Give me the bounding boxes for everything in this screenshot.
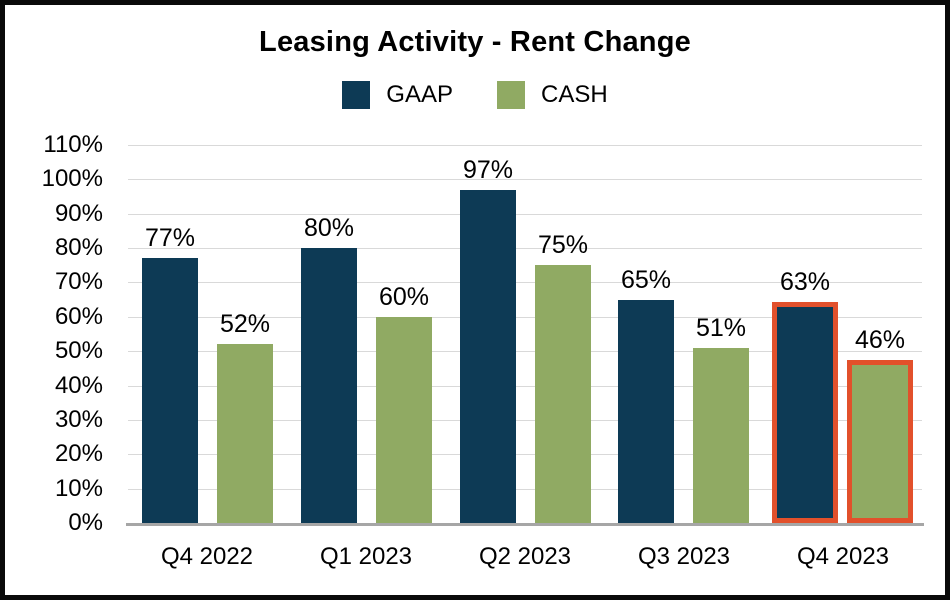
chart-title: Leasing Activity - Rent Change [259, 26, 691, 58]
legend-swatch-cash-icon [497, 81, 525, 109]
legend-label: GAAP [386, 81, 453, 108]
bar-value-label: 75% [537, 231, 589, 259]
bar-cash-q4-2022 [217, 344, 273, 523]
y-gridline [128, 248, 922, 249]
y-axis-tick-label: 40% [54, 372, 103, 399]
bar-value-label: 60% [378, 283, 430, 311]
bar-cash-q2-2023 [534, 265, 591, 523]
bar-value-label: 51% [695, 314, 747, 342]
chart-legend: GAAP CASH [5, 81, 945, 109]
legend-label: CASH [541, 81, 608, 108]
y-gridline [128, 489, 922, 490]
x-axis-category-label: Q3 2023 [637, 543, 731, 570]
bar-value-label: 97% [462, 156, 514, 184]
y-axis-tick-label: 100% [41, 165, 103, 192]
y-axis-tick-label: 50% [54, 337, 103, 364]
y-gridline [128, 454, 922, 455]
y-axis-tick-label: 60% [54, 303, 103, 330]
bar-gaap-q4-2022 [142, 258, 198, 523]
y-gridline [128, 282, 922, 283]
bar-gaap-q2-2023 [459, 189, 516, 523]
y-gridline [128, 351, 922, 352]
x-axis-category-label: Q4 2023 [796, 543, 890, 570]
y-axis-tick-label: 110% [43, 131, 103, 158]
bar-value-label: 77% [144, 224, 196, 252]
x-axis-category-label: Q1 2023 [319, 543, 413, 570]
y-gridline [128, 386, 922, 387]
y-axis-tick-label: 10% [54, 475, 103, 502]
y-gridline [128, 145, 922, 146]
bar-gaap-q4-2023 [772, 301, 839, 523]
y-axis-tick-label: 70% [54, 268, 103, 295]
x-axis-line [126, 523, 924, 526]
y-axis-tick-label: 30% [54, 406, 103, 433]
bar-gaap-q1-2023 [300, 248, 357, 523]
y-gridline [128, 214, 922, 215]
bar-cash-q4-2023 [847, 359, 914, 523]
legend-item-gaap: GAAP [342, 81, 453, 109]
y-axis-tick-label: 90% [54, 200, 103, 227]
y-axis-tick-label: 0% [68, 509, 103, 536]
y-gridline [128, 420, 922, 421]
y-axis-tick-label: 20% [54, 440, 103, 467]
y-gridline [128, 179, 922, 180]
bar-value-label: 80% [303, 214, 355, 242]
bar-value-label: 63% [779, 268, 831, 296]
y-axis-tick-label: 80% [54, 234, 103, 261]
legend-item-cash: CASH [497, 81, 608, 109]
x-axis-category-label: Q4 2022 [160, 543, 254, 570]
legend-swatch-gaap-icon [342, 81, 371, 109]
bar-value-label: 52% [219, 310, 271, 338]
bar-value-label: 46% [854, 326, 906, 354]
y-gridline [128, 317, 922, 318]
bar-gaap-q3-2023 [618, 299, 675, 523]
x-axis-category-label: Q2 2023 [478, 543, 572, 570]
bar-cash-q1-2023 [375, 316, 432, 523]
bar-cash-q3-2023 [693, 347, 750, 523]
bar-value-label: 65% [620, 266, 672, 294]
